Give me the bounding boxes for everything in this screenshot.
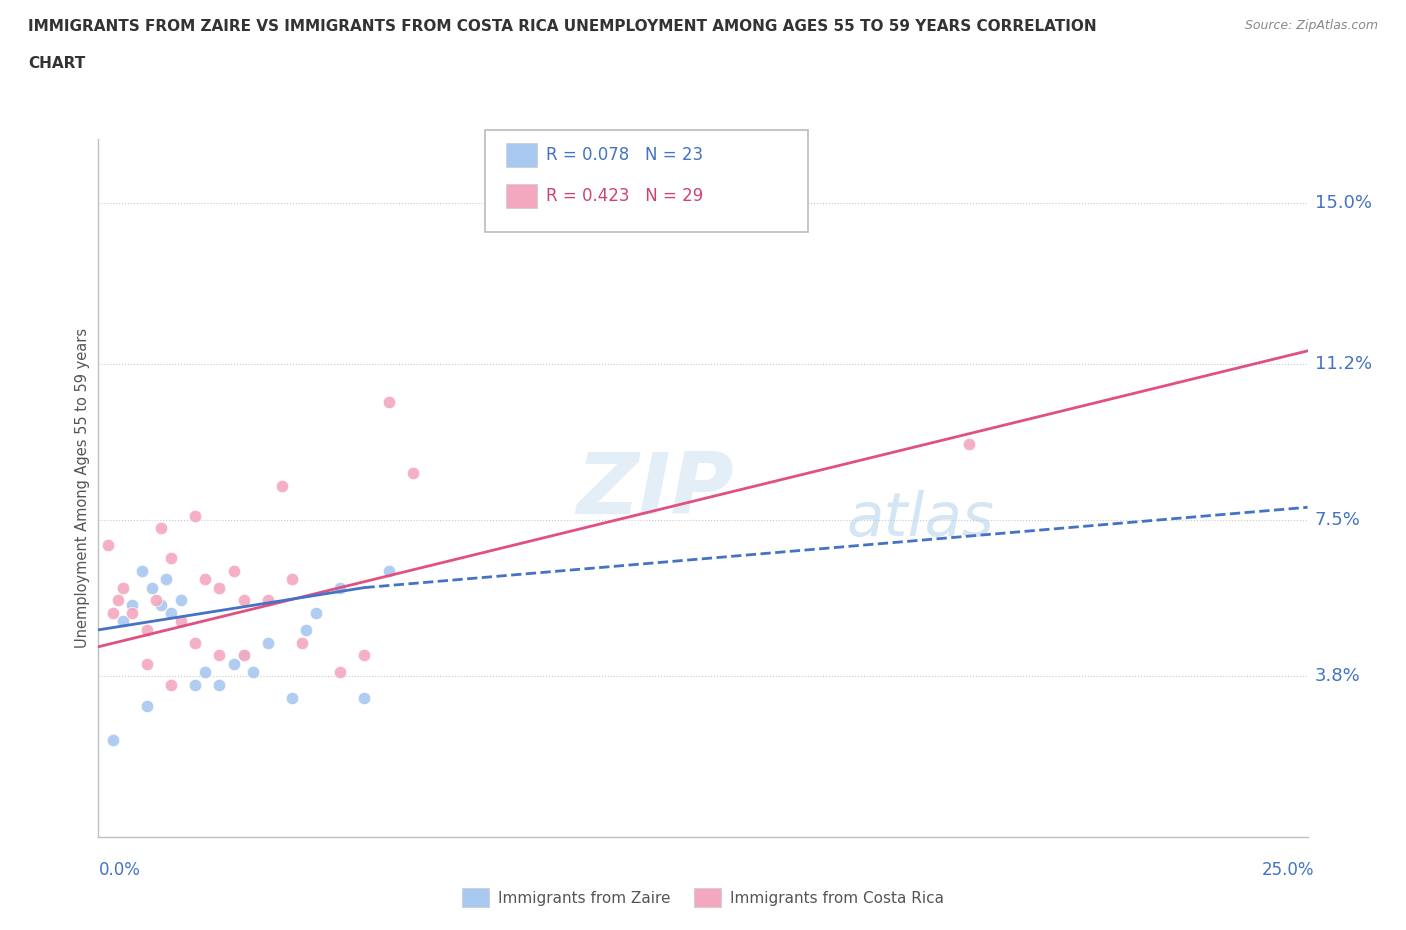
Point bbox=[194, 572, 217, 587]
Point bbox=[184, 635, 207, 650]
Text: R = 0.423   N = 29: R = 0.423 N = 29 bbox=[546, 187, 703, 206]
Point bbox=[155, 572, 177, 587]
Point bbox=[135, 657, 157, 671]
Text: Source: ZipAtlas.com: Source: ZipAtlas.com bbox=[1244, 19, 1378, 32]
Point bbox=[184, 677, 207, 692]
Legend: Immigrants from Zaire, Immigrants from Costa Rica: Immigrants from Zaire, Immigrants from C… bbox=[456, 883, 950, 913]
Point bbox=[353, 648, 375, 663]
Text: CHART: CHART bbox=[28, 56, 86, 71]
Point bbox=[111, 580, 134, 595]
Text: 3.8%: 3.8% bbox=[1315, 668, 1361, 685]
Point bbox=[150, 521, 173, 536]
Point bbox=[208, 580, 231, 595]
Point bbox=[101, 732, 124, 747]
Point bbox=[295, 622, 318, 637]
Text: IMMIGRANTS FROM ZAIRE VS IMMIGRANTS FROM COSTA RICA UNEMPLOYMENT AMONG AGES 55 T: IMMIGRANTS FROM ZAIRE VS IMMIGRANTS FROM… bbox=[28, 19, 1097, 33]
Text: 0.0%: 0.0% bbox=[98, 860, 141, 879]
Point bbox=[329, 580, 352, 595]
Point bbox=[256, 592, 278, 607]
Point bbox=[169, 592, 191, 607]
Text: 15.0%: 15.0% bbox=[1315, 194, 1372, 212]
Point bbox=[160, 551, 183, 565]
Point bbox=[194, 665, 217, 680]
Point bbox=[135, 622, 157, 637]
Point bbox=[242, 665, 264, 680]
Point bbox=[957, 436, 980, 451]
Point bbox=[145, 592, 167, 607]
Point bbox=[184, 509, 207, 524]
Point bbox=[97, 538, 120, 552]
Text: 7.5%: 7.5% bbox=[1315, 511, 1361, 529]
Point bbox=[271, 479, 294, 494]
Point bbox=[121, 597, 143, 612]
Point bbox=[131, 564, 153, 578]
Point bbox=[290, 635, 312, 650]
Point bbox=[160, 677, 183, 692]
Text: atlas: atlas bbox=[846, 490, 994, 550]
Text: ZIP: ZIP bbox=[576, 449, 734, 532]
Point bbox=[121, 605, 143, 620]
Point bbox=[111, 614, 134, 629]
Point bbox=[377, 564, 399, 578]
Point bbox=[101, 605, 124, 620]
Text: R = 0.078   N = 23: R = 0.078 N = 23 bbox=[546, 146, 703, 165]
Point bbox=[169, 614, 191, 629]
Point bbox=[107, 592, 129, 607]
Point bbox=[305, 605, 328, 620]
Point bbox=[208, 677, 231, 692]
Point bbox=[232, 592, 254, 607]
Point bbox=[281, 572, 304, 587]
Point bbox=[232, 648, 254, 663]
Point bbox=[402, 466, 425, 481]
Point bbox=[256, 635, 278, 650]
Point bbox=[329, 665, 352, 680]
Point bbox=[232, 648, 254, 663]
Point bbox=[160, 605, 183, 620]
Point bbox=[150, 597, 173, 612]
Point bbox=[222, 564, 245, 578]
Text: 25.0%: 25.0% bbox=[1263, 860, 1315, 879]
Point bbox=[281, 690, 304, 705]
Point bbox=[141, 580, 163, 595]
Point bbox=[208, 648, 231, 663]
Y-axis label: Unemployment Among Ages 55 to 59 years: Unemployment Among Ages 55 to 59 years bbox=[75, 328, 90, 648]
Text: 11.2%: 11.2% bbox=[1315, 354, 1372, 373]
Point bbox=[222, 657, 245, 671]
Point bbox=[377, 394, 399, 409]
Point bbox=[353, 690, 375, 705]
Point bbox=[135, 698, 157, 713]
